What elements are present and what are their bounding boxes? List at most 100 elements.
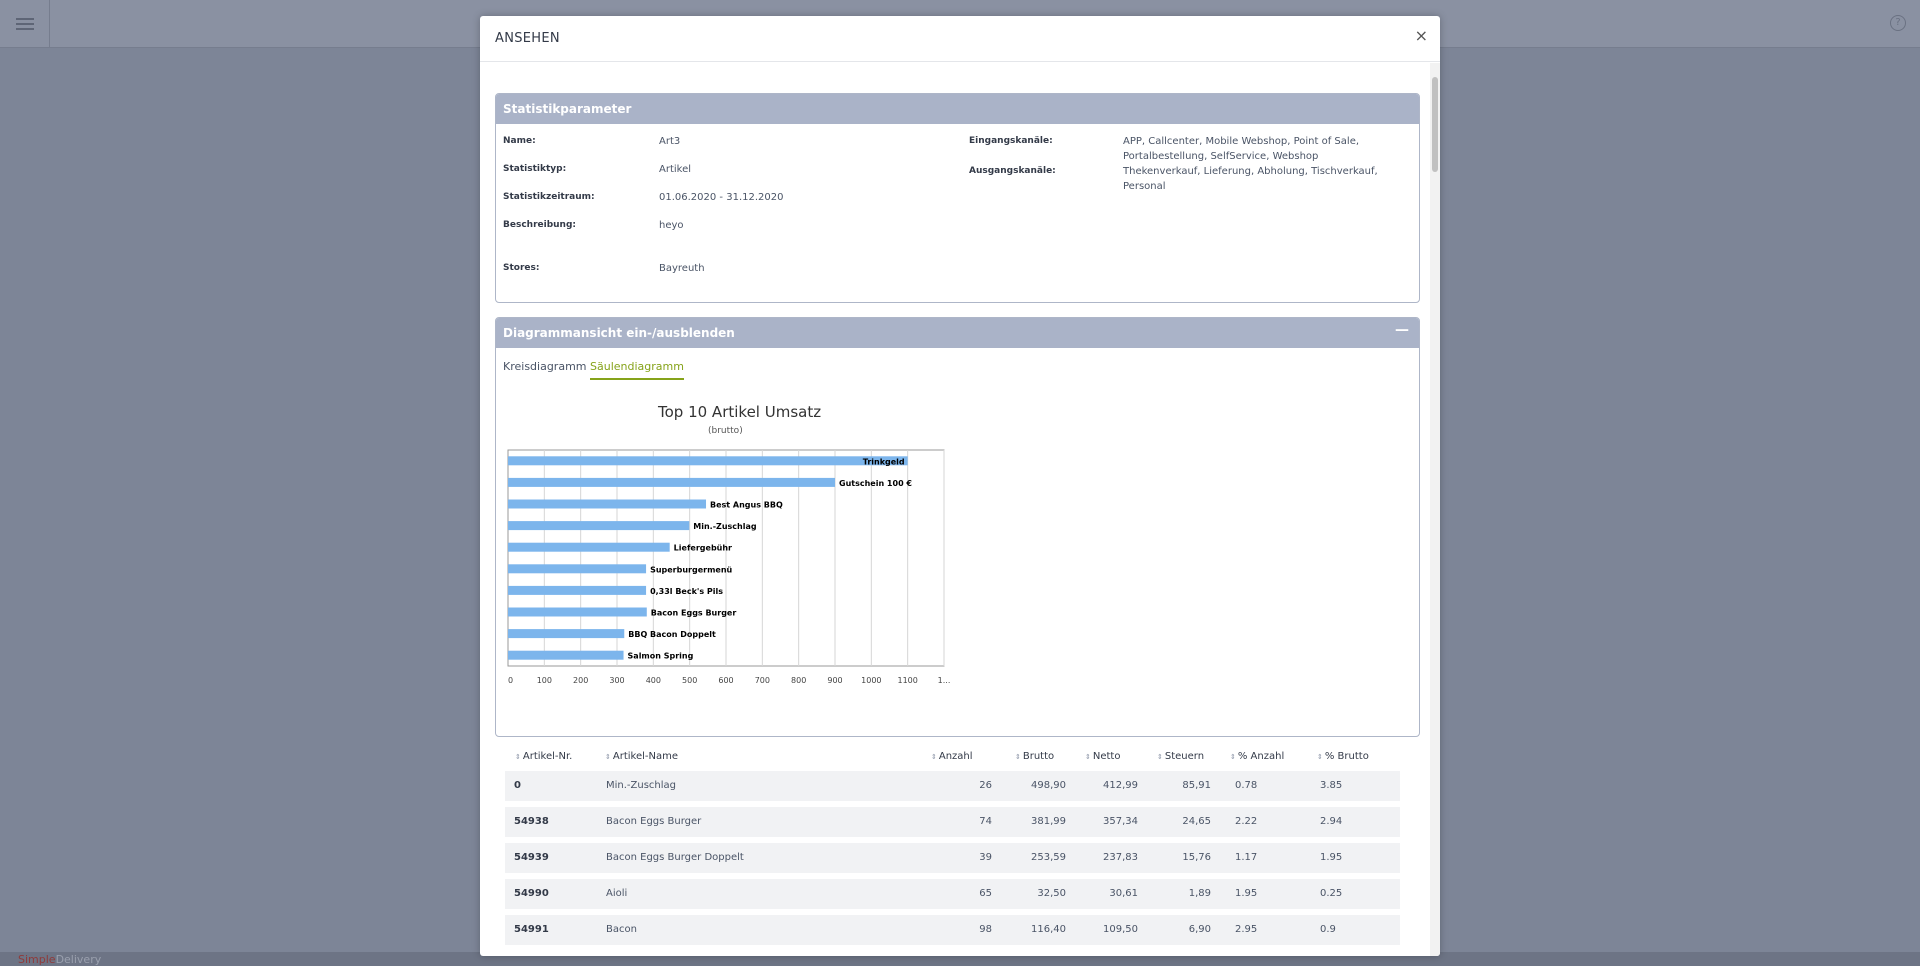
table-cell-anzahl: 26 xyxy=(979,780,992,791)
help-icon[interactable]: ? xyxy=(1890,15,1906,31)
modal-header: ANSEHEN × xyxy=(480,16,1440,62)
chart-title: Top 10 Artikel Umsatz xyxy=(658,403,822,421)
table-row[interactable]: 54991 Bacon 98 116,40 109,50 6,90 2.95 0.9 xyxy=(505,915,1400,945)
bar xyxy=(508,499,707,509)
x-tick-label: 1000 xyxy=(861,676,881,685)
x-tick-label: 1... xyxy=(938,676,951,685)
chart-panel-title: Diagrammansicht ein-/ausblenden xyxy=(503,326,735,340)
column-header[interactable]: ⇕ Anzahl xyxy=(931,751,973,762)
column-header[interactable]: ⇕ Netto xyxy=(1085,751,1120,762)
name-value: Art3 xyxy=(659,136,681,147)
bar-chart: 0 100 200 300 400 500 600 700 800 900 1000 1100 1...… xyxy=(507,449,951,685)
chart-subtitle: (brutto) xyxy=(708,426,743,436)
column-header-label: Steuern xyxy=(1164,751,1205,762)
column-header[interactable]: ⇕% Brutto xyxy=(1317,751,1369,762)
column-header[interactable]: ⇕ Steuern xyxy=(1157,751,1204,762)
tab-pie-chart[interactable]: Kreisdiagramm xyxy=(503,360,587,373)
sort-icon[interactable]: ⇕ xyxy=(1157,753,1163,761)
sort-icon[interactable]: ⇕ xyxy=(1085,753,1091,761)
modal-scrollbar[interactable] xyxy=(1430,63,1440,956)
bar-data-label: BBQ Bacon Doppelt xyxy=(628,630,716,639)
table-cell-steuern: 1,89 xyxy=(1188,888,1211,899)
table-cell-brutto: 253,59 xyxy=(1031,852,1066,863)
bar-data-label: Gutschein 100 € xyxy=(839,479,912,488)
name-label: Name: xyxy=(503,136,536,146)
column-header-label: Artikel-Name xyxy=(612,751,679,762)
table-row[interactable]: 54990 Aioli 65 32,50 30,61 1,89 1.95 0.25 xyxy=(505,879,1400,909)
output-channels-label: Ausgangskanäle: xyxy=(969,166,1056,176)
table-cell-nr: 54991 xyxy=(514,924,549,935)
table-cell-netto: 412,99 xyxy=(1103,780,1138,791)
bar xyxy=(508,521,690,531)
bar-data-label: Superburgermenü xyxy=(650,565,732,574)
table-cell-pct-brutto: 1.95 xyxy=(1320,852,1343,863)
panel-title-parameters: Statistikparameter xyxy=(496,94,1419,124)
statistics-parameters-panel: Statistikparameter Name: Art3 Statistikt… xyxy=(495,93,1420,303)
footer-brand-part-a: Simple xyxy=(18,953,56,966)
bar-data-label: Min.-Zuschlag xyxy=(693,522,757,531)
table-cell-brutto: 381,99 xyxy=(1031,816,1066,827)
bar xyxy=(508,585,647,595)
table-cell-pct-brutto: 0.9 xyxy=(1320,924,1336,935)
table-row[interactable]: 54939 Bacon Eggs Burger Doppelt 39 253,59 23… xyxy=(505,843,1400,873)
table-cell-netto: 357,34 xyxy=(1103,816,1138,827)
chart-panel: Diagrammansicht ein-/ausblenden — Kreisd… xyxy=(495,317,1420,737)
description-value: heyo xyxy=(659,220,684,231)
table-cell-name: Aioli xyxy=(606,888,628,899)
column-header-label: Netto xyxy=(1092,751,1121,762)
collapse-icon[interactable]: — xyxy=(1395,322,1409,338)
x-tick-label: 300 xyxy=(609,676,624,685)
x-tick-label: 900 xyxy=(827,676,842,685)
bar xyxy=(508,650,624,660)
table-cell-pct-anzahl: 0.78 xyxy=(1235,780,1258,791)
panel-title-chart[interactable]: Diagrammansicht ein-/ausblenden — xyxy=(496,318,1419,348)
column-header[interactable]: ⇕ Artikel-Nr. xyxy=(515,751,572,762)
period-value: 01.06.2020 - 31.12.2020 xyxy=(659,192,784,203)
table-cell-name: Bacon Eggs Burger Doppelt xyxy=(606,852,744,863)
table-cell-brutto: 498,90 xyxy=(1031,780,1066,791)
bar xyxy=(508,607,647,617)
table-cell-pct-brutto: 0.25 xyxy=(1320,888,1343,899)
bar-data-label: Best Angus BBQ xyxy=(710,501,783,510)
close-icon[interactable]: × xyxy=(1414,26,1428,45)
footer-brand: SimpleDelivery xyxy=(18,953,101,966)
table-cell-name: Min.-Zuschlag xyxy=(606,780,677,791)
footer-brand-part-b: Delivery xyxy=(55,953,102,966)
sort-icon[interactable]: ⇕ xyxy=(1230,753,1236,761)
bar xyxy=(508,564,647,574)
table-row[interactable]: 0 Min.-Zuschlag 26 498,90 412,99 85,91 0.78 3.8… xyxy=(505,771,1400,801)
table-cell-netto: 237,83 xyxy=(1103,852,1138,863)
tab-bar-chart[interactable]: Säulendiagramm xyxy=(590,360,684,380)
sort-icon[interactable]: ⇕ xyxy=(1317,753,1323,761)
view-modal: ANSEHEN × Statistikparameter Name: Art3 … xyxy=(480,16,1440,956)
bar xyxy=(508,456,908,466)
column-header[interactable]: ⇕% Anzahl xyxy=(1230,751,1284,762)
input-channels-label: Eingangskanäle: xyxy=(969,136,1053,146)
column-header[interactable]: ⇕ Brutto xyxy=(1015,751,1054,762)
stores-label: Stores: xyxy=(503,263,540,273)
description-label: Beschreibung: xyxy=(503,220,576,230)
x-tick-label: 800 xyxy=(791,676,806,685)
chart-panel-body: Kreisdiagramm Säulendiagramm Top 10 Arti… xyxy=(496,348,1419,736)
sort-icon[interactable]: ⇕ xyxy=(931,753,937,761)
column-header[interactable]: ⇕ Artikel-Name xyxy=(605,751,678,762)
bar-data-label: Salmon Spring xyxy=(628,652,694,661)
input-channels-value-line1: APP, Callcenter, Mobile Webshop, Point o… xyxy=(1123,136,1360,147)
table-row[interactable]: 54938 Bacon Eggs Burger 74 381,99 357,34 24,6… xyxy=(505,807,1400,837)
table-cell-pct-brutto: 2.94 xyxy=(1320,816,1343,827)
table-cell-brutto: 32,50 xyxy=(1037,888,1066,899)
table-cell-brutto: 116,40 xyxy=(1031,924,1066,935)
period-label: Statistikzeitraum: xyxy=(503,192,595,202)
column-header-label: Anzahl xyxy=(938,751,973,762)
table-cell-pct-anzahl: 2.22 xyxy=(1235,816,1258,827)
sort-icon[interactable]: ⇕ xyxy=(515,753,521,761)
sort-icon[interactable]: ⇕ xyxy=(1015,753,1021,761)
input-channels-value-line2: Portalbestellung, SelfService, Webshop xyxy=(1123,151,1319,162)
column-header-label: Brutto xyxy=(1022,751,1055,762)
hamburger-menu-icon[interactable] xyxy=(0,0,50,48)
table-cell-pct-brutto: 3.85 xyxy=(1320,780,1343,791)
scrollbar-thumb[interactable] xyxy=(1432,77,1438,172)
app-footer: SimpleDelivery xyxy=(0,952,1920,966)
x-tick-label: 700 xyxy=(755,676,770,685)
sort-icon[interactable]: ⇕ xyxy=(605,753,611,761)
